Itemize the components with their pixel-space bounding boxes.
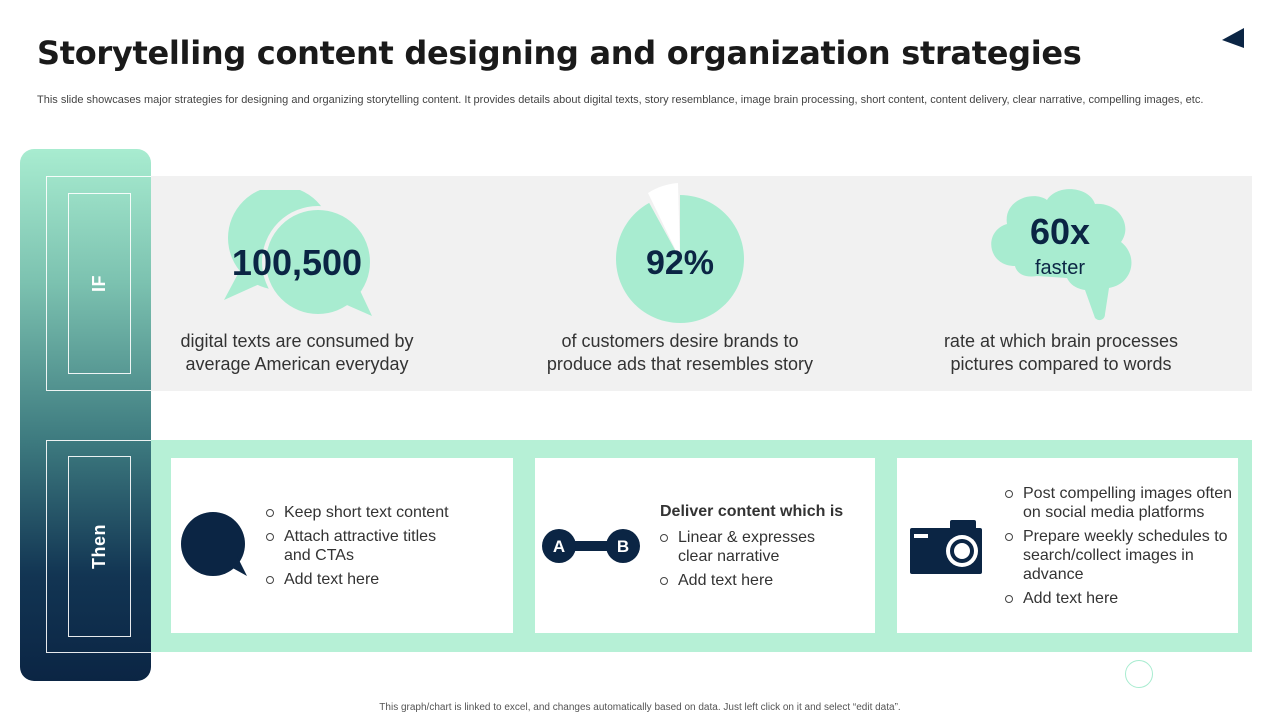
page-subtitle: This slide showcases major strategies fo… bbox=[37, 94, 1204, 106]
b-label: B bbox=[617, 537, 629, 556]
then-label-box: Then bbox=[68, 456, 131, 637]
decorative-circle bbox=[1125, 660, 1153, 688]
list-item: Add text here bbox=[660, 571, 850, 590]
list-item: Post compelling images often on social m… bbox=[1005, 484, 1235, 522]
list-item: Add text here bbox=[1005, 589, 1235, 608]
card-content-delivery-heading: Deliver content which is bbox=[660, 503, 844, 520]
then-label: Then bbox=[89, 524, 109, 569]
camera-icon bbox=[910, 520, 982, 574]
stat-desc-brain: rate at which brain processes pictures c… bbox=[943, 331, 1179, 374]
stat-value-brain: 60x bbox=[1029, 211, 1091, 252]
footer-note: This graph/chart is linked to excel, and… bbox=[379, 702, 901, 713]
pie-icon bbox=[616, 183, 744, 323]
stat-desc-texts: digital texts are consumed by average Am… bbox=[180, 331, 414, 374]
stat-value-brain-sub: faster bbox=[1034, 257, 1086, 279]
list-item: Keep short text content bbox=[266, 503, 466, 522]
brain-head-icon bbox=[991, 189, 1132, 321]
chat-bubble-icon bbox=[181, 512, 247, 576]
page-title: Storytelling content designing and organ… bbox=[37, 34, 1082, 72]
a-label: A bbox=[553, 537, 565, 556]
if-label: IF bbox=[89, 275, 109, 292]
card-content-delivery-bullets: Linear & expresses clear narrative Add t… bbox=[660, 528, 850, 595]
list-item: Add text here bbox=[266, 570, 466, 589]
corner-triangle-icon bbox=[1222, 28, 1244, 48]
stat-value-texts: 100,500 bbox=[231, 242, 363, 283]
card-short-content-bullets: Keep short text content Attach attractiv… bbox=[266, 503, 466, 594]
list-item: Prepare weekly schedules to search/colle… bbox=[1005, 527, 1235, 584]
stat-desc-customers: of customers desire brands to produce ad… bbox=[546, 331, 814, 374]
speech-bubbles-icon bbox=[224, 190, 374, 318]
card-content-delivery: A B Deliver content which is Linear & ex… bbox=[535, 458, 875, 633]
card-images-bullets: Post compelling images often on social m… bbox=[1005, 484, 1235, 613]
card-images: Post compelling images often on social m… bbox=[897, 458, 1238, 633]
a-to-b-icon: A B bbox=[542, 529, 640, 563]
list-item: Attach attractive titles and CTAs bbox=[266, 527, 466, 565]
sidebar bbox=[20, 149, 151, 681]
list-item: Linear & expresses clear narrative bbox=[660, 528, 850, 566]
card-short-content: Keep short text content Attach attractiv… bbox=[171, 458, 513, 633]
stat-value-customers: 92% bbox=[645, 244, 715, 282]
if-label-box: IF bbox=[68, 193, 131, 374]
